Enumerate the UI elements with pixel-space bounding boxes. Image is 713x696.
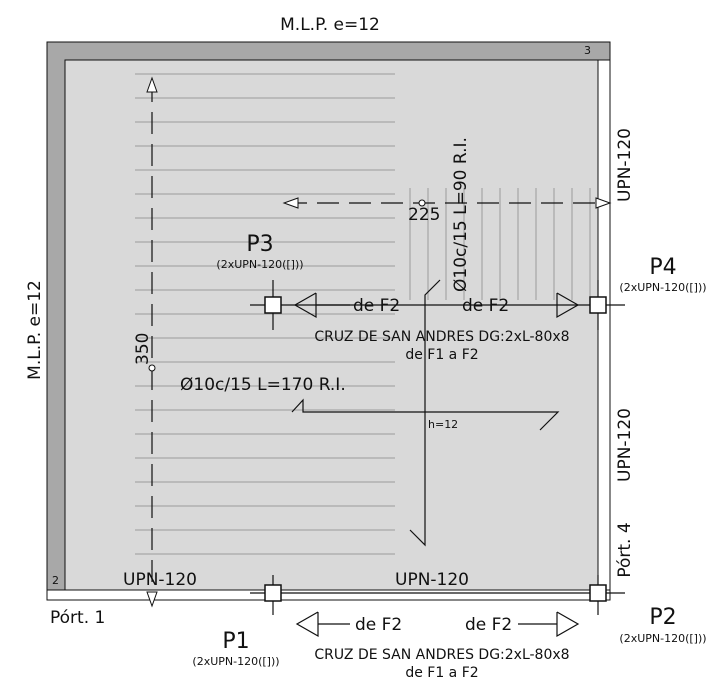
label: 350 — [133, 333, 153, 365]
label: (2xUPN-120([])) — [192, 655, 279, 668]
label: de F2 — [465, 615, 512, 635]
hatch — [135, 73, 591, 555]
bottom-beam — [46, 589, 611, 601]
arrow — [146, 591, 158, 608]
rebar — [409, 279, 441, 547]
arrow — [282, 197, 299, 209]
label: de F2 — [353, 296, 400, 316]
label: 2 — [52, 574, 59, 587]
label: UPN-120 — [123, 570, 197, 590]
label: h=12 — [428, 418, 458, 431]
label: 225 — [408, 205, 440, 225]
label: CRUZ DE SAN ANDRES DG:2xL-80x8 — [314, 647, 569, 663]
label: Ø10c/15 L=170 R.I. — [180, 375, 346, 395]
label: M.L.P. e=12 — [25, 280, 45, 380]
arrow — [556, 292, 580, 319]
label: de F1 a F2 — [405, 665, 478, 681]
label: Pórt. 1 — [50, 608, 105, 628]
pillar — [589, 584, 607, 602]
label: P3 — [246, 232, 273, 257]
label: P1 — [222, 629, 249, 654]
lines — [146, 76, 625, 638]
slab — [64, 59, 599, 591]
arrow — [146, 76, 158, 93]
label: de F1 a F2 — [405, 347, 478, 363]
label: (2xUPN-120([])) — [216, 258, 303, 271]
label: CRUZ DE SAN ANDRES DG:2xL-80x8 — [314, 329, 569, 345]
label: de F2 — [355, 615, 402, 635]
node — [148, 364, 156, 372]
rebar — [291, 398, 560, 431]
label: (2xUPN-120([])) — [619, 632, 706, 645]
label: P4 — [649, 255, 676, 280]
label: 3 — [584, 44, 591, 57]
arrow — [295, 611, 319, 638]
label: Pórt. 4 — [615, 522, 635, 577]
label: P2 — [649, 605, 676, 630]
node — [418, 199, 426, 207]
arrow — [556, 611, 580, 638]
label: M.L.P. e=12 — [280, 15, 380, 35]
arrow — [595, 197, 612, 209]
label: UPN-120 — [615, 408, 635, 482]
label: de F2 — [462, 296, 509, 316]
right-beam — [597, 59, 611, 601]
label: UPN-120 — [395, 570, 469, 590]
label: (2xUPN-120([])) — [619, 281, 706, 294]
pillar — [589, 296, 607, 314]
pillar — [264, 584, 282, 602]
label: UPN-120 — [615, 128, 635, 202]
label: Ø10c/15 L=90 R.I. — [451, 137, 471, 292]
pillar — [264, 296, 282, 314]
